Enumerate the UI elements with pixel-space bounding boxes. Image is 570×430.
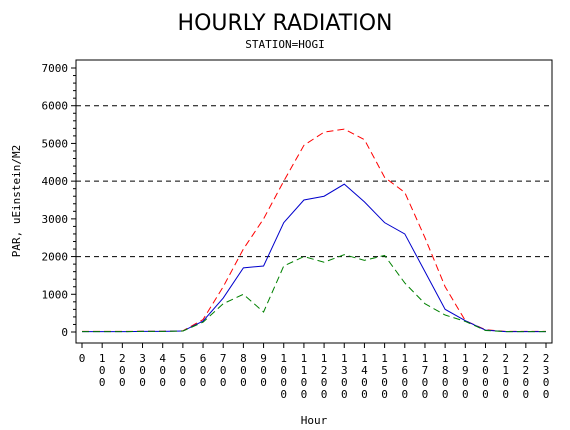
y-tick-label: 3000 xyxy=(42,213,69,226)
y-tick-label: 1000 xyxy=(42,288,69,301)
series-line-2 xyxy=(82,254,546,333)
y-axis: 0 1000 2000 3000 4000 5000 6000 7000 xyxy=(42,62,76,339)
y-tick-label: 5000 xyxy=(42,137,69,150)
y-tick-label: 4000 xyxy=(42,175,69,188)
y-tick-label: 0 xyxy=(61,326,68,339)
reference-lines xyxy=(76,105,552,258)
x-tick-label: 0 xyxy=(79,352,86,365)
y-axis-label: PAR, uEinstein/M2 xyxy=(10,145,23,258)
x-axis: 0 1 0 0 2 0 0 3 0 0 4 0 0 5 0 0 6 0 0 7 0 0 8 0 0 9 0 0 1 0 0 0 1 1 0 0 1 2 0 0… xyxy=(79,343,550,401)
series-line-1 xyxy=(82,183,546,333)
series-line-0 xyxy=(82,128,546,332)
y-tick-label: 2000 xyxy=(42,251,69,264)
plot-frame xyxy=(75,59,553,344)
chart-title: HOURLY RADIATION xyxy=(178,11,393,36)
y-tick-label: 6000 xyxy=(42,100,69,113)
y-tick-label: 7000 xyxy=(42,62,69,75)
x-axis-label: Hour xyxy=(301,414,328,427)
series-layer xyxy=(82,128,546,333)
chart-subtitle: STATION=HOGI xyxy=(245,38,324,51)
